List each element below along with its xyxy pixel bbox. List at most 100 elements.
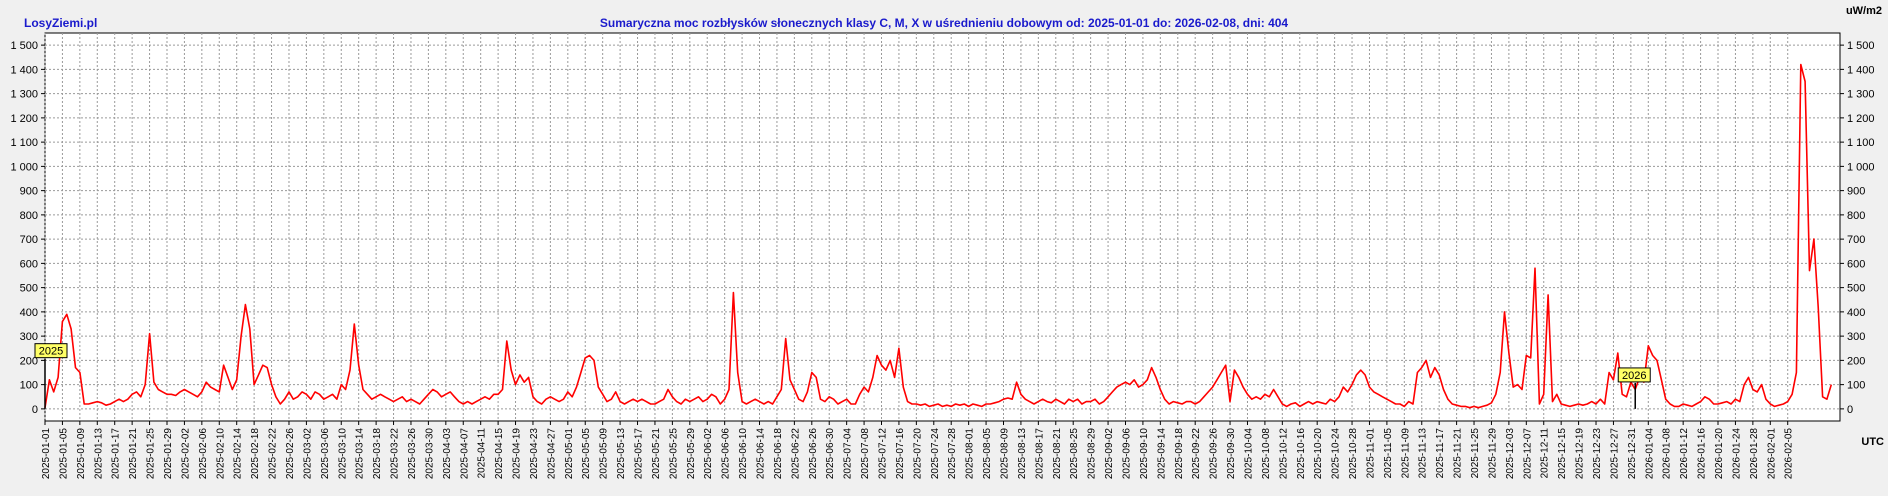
y-tick-label-right: 900	[1847, 186, 1865, 198]
x-tick-label: 2025-12-31	[1627, 428, 1638, 480]
x-tick-label: 2025-07-20	[912, 428, 923, 480]
y-tick-label-left: 600	[20, 258, 38, 270]
x-tick-label: 2025-04-11	[477, 428, 488, 479]
y-tick-label-right: 1 200	[1847, 113, 1875, 125]
y-tick-label-right: 800	[1847, 210, 1865, 222]
x-tick-label: 2025-10-04	[1243, 428, 1254, 480]
x-tick-label: 2025-01-25	[146, 428, 157, 480]
y-tick-label-left: 1 000	[10, 161, 38, 173]
x-tick-label: 2025-07-08	[860, 428, 871, 480]
x-tick-label: 2026-01-08	[1662, 428, 1673, 480]
x-tick-label: 2025-07-12	[878, 428, 889, 480]
x-tick-label: 2025-02-18	[250, 428, 261, 480]
x-tick-label: 2025-05-05	[581, 428, 592, 480]
y-tick-label-left: 1 300	[10, 89, 38, 101]
x-tick-label: 2025-06-18	[773, 428, 784, 480]
y-tick-label-left: 300	[20, 331, 38, 343]
year-marker-badge	[34, 343, 68, 359]
x-tick-label: 2026-02-01	[1766, 428, 1777, 480]
x-tick-label: 2025-01-21	[128, 428, 139, 480]
x-tick-label: 2025-03-22	[390, 428, 401, 480]
x-tick-label: 2025-09-06	[1121, 428, 1132, 480]
x-tick-label: 2025-12-19	[1575, 428, 1586, 480]
x-tick-label: 2025-09-14	[1156, 428, 1167, 480]
x-tick-label: 2025-12-11	[1540, 428, 1551, 479]
x-tick-label: 2026-01-12	[1679, 428, 1690, 480]
x-tick-label: 2025-01-17	[111, 428, 122, 480]
x-tick-label: 2025-06-26	[808, 428, 819, 480]
y-tick-label-right: 200	[1847, 355, 1865, 367]
x-tick-label: 2025-10-16	[1296, 428, 1307, 480]
x-tick-label: 2025-07-28	[947, 428, 958, 480]
site-label[interactable]: LosyZiemi.pl	[24, 16, 98, 30]
y-tick-label-left: 0	[32, 404, 38, 416]
x-tick-label: 2025-06-14	[756, 428, 767, 480]
x-tick-label: 2025-05-25	[668, 428, 679, 480]
x-tick-label: 2025-05-21	[651, 428, 662, 480]
x-tick-label: 2025-10-28	[1348, 428, 1359, 480]
y-tick-label-left: 100	[20, 380, 38, 392]
x-tick-label: 2025-01-29	[163, 428, 174, 480]
x-tick-label: 2025-07-16	[895, 428, 906, 480]
x-tick-label: 2026-01-16	[1697, 428, 1708, 480]
x-tick-label: 2025-09-30	[1226, 428, 1237, 480]
x-tick-label: 2025-11-29	[1487, 428, 1498, 479]
x-tick-label: 2025-08-01	[965, 428, 976, 480]
x-tick-label: 2025-04-27	[546, 428, 557, 480]
x-tick-label: 2026-01-20	[1714, 428, 1725, 480]
unit-label: uW/m2	[1845, 5, 1882, 17]
y-tick-label-left: 1 400	[10, 64, 38, 76]
y-tick-label-right: 1 100	[1847, 137, 1875, 149]
x-tick-label: 2025-07-04	[843, 428, 854, 480]
x-tick-label: 2025-03-18	[372, 428, 383, 480]
x-tick-label: 2025-06-22	[790, 428, 801, 480]
x-tick-label: 2025-11-01	[1365, 428, 1376, 479]
series-group	[44, 63, 1833, 409]
y-tick-label-left: 800	[20, 210, 38, 222]
x-tick-label: 2025-03-14	[355, 428, 366, 480]
x-tick-label: 2025-12-27	[1609, 428, 1620, 480]
x-tick-label: 2025-11-05	[1383, 428, 1394, 479]
x-tick-label: 2025-04-15	[494, 428, 505, 480]
x-tick-label: 2025-10-12	[1278, 428, 1289, 480]
x-tick-label: 2025-10-24	[1331, 428, 1342, 480]
x-tick-label: 2025-04-03	[442, 428, 453, 480]
x-tick-label: 2026-01-04	[1644, 428, 1655, 480]
x-tick-label: 2025-03-30	[424, 428, 435, 480]
x-tick-label: 2025-12-15	[1557, 428, 1568, 480]
x-tick-label: 2025-02-14	[233, 428, 244, 480]
y-tick-label-left: 900	[20, 186, 38, 198]
x-tick-label: 2025-11-13	[1418, 428, 1429, 479]
x-tick-label: 2025-11-09	[1400, 428, 1411, 479]
y-tick-label-left: 200	[20, 355, 38, 367]
y-tick-label-left: 500	[20, 283, 38, 295]
x-tick-label: 2025-11-25	[1470, 428, 1481, 479]
utc-label: UTC	[1861, 436, 1884, 448]
year-marker-label: 2025	[39, 346, 63, 358]
x-tick-label: 2025-05-17	[634, 428, 645, 480]
x-tick-label: 2026-02-05	[1784, 428, 1795, 480]
year-marker-badge	[1617, 367, 1651, 383]
x-tick-label: 2025-06-06	[721, 428, 732, 480]
x-tick-label: 2025-01-05	[58, 428, 69, 480]
series-line	[44, 63, 1833, 409]
y-axis-right: 0 100 200 300 400 500 600 700 800 900 1 000 1 100 1 …	[1840, 40, 1875, 416]
x-tick-label: 2025-06-02	[703, 428, 714, 480]
x-tick-label: 2025-12-07	[1522, 428, 1533, 480]
x-tick-label: 2025-04-19	[512, 428, 523, 480]
x-tick-label: 2025-08-21	[1052, 428, 1063, 480]
x-tick-label: 2025-02-26	[285, 428, 296, 480]
year-marker-label: 2026	[1622, 370, 1646, 382]
marker-group: 2025 2026	[34, 343, 1651, 409]
y-tick-label-left: 1 500	[10, 40, 38, 52]
x-tick-label: 2025-04-23	[529, 428, 540, 480]
y-tick-label-left: 1 100	[10, 137, 38, 149]
x-tick-label: 2025-05-29	[686, 428, 697, 480]
x-tick-label: 2025-09-02	[1104, 428, 1115, 480]
x-tick-label: 2025-02-22	[268, 428, 279, 480]
x-tick-label: 2025-01-13	[93, 428, 104, 480]
x-tick-label: 2025-03-10	[337, 428, 348, 480]
y-tick-label-left: 400	[20, 307, 38, 319]
x-tick-label: 2025-06-30	[825, 428, 836, 480]
